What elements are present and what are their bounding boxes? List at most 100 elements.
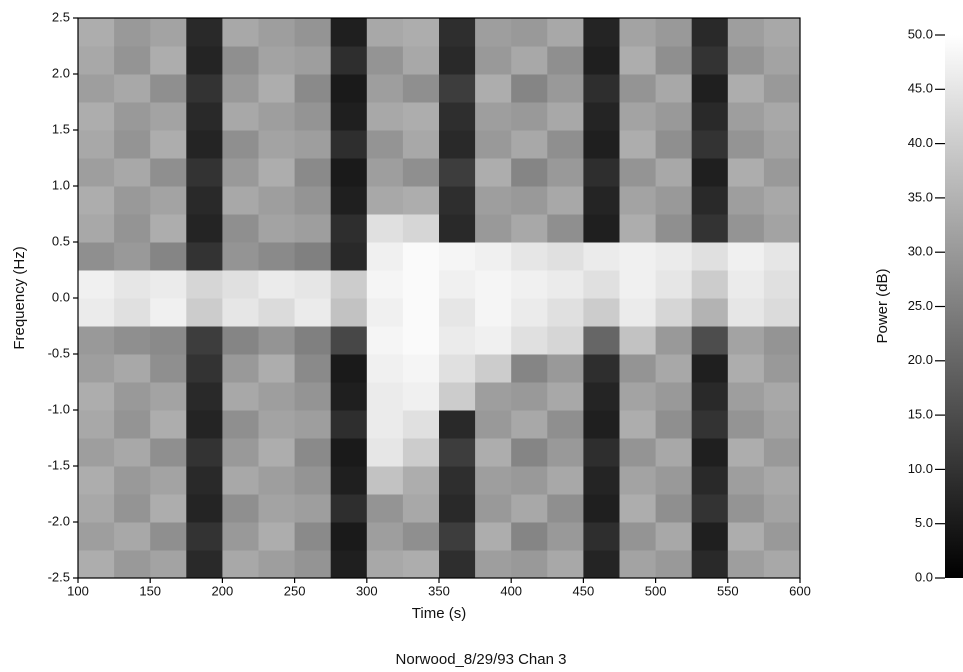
heatmap-cell [727, 522, 765, 551]
heatmap-cell [655, 438, 693, 467]
heatmap-cell [583, 298, 620, 327]
heatmap-cell [727, 214, 765, 243]
heatmap-cell [78, 438, 115, 467]
heatmap-cell [691, 466, 729, 495]
heatmap-cell [114, 270, 151, 299]
heatmap-cell [150, 102, 187, 131]
heatmap-cell [727, 46, 765, 75]
heatmap-cell [691, 130, 729, 159]
heatmap-cell [186, 102, 223, 131]
heatmap-cell [258, 74, 296, 103]
heatmap-cell [78, 326, 115, 355]
heatmap-cell [402, 130, 440, 159]
heatmap-cell [439, 186, 476, 215]
heatmap-cell [511, 466, 548, 495]
heatmap-cell [691, 494, 729, 523]
heatmap-cell [691, 270, 729, 299]
heatmap-cell [619, 46, 657, 75]
x-tick-label: 550 [717, 583, 739, 598]
heatmap-cell [114, 74, 151, 103]
heatmap-cell [655, 466, 693, 495]
heatmap-cell [619, 494, 657, 523]
heatmap-cell [619, 410, 657, 439]
heatmap-cell [727, 158, 765, 187]
heatmap-cell [475, 102, 512, 131]
heatmap-cell [114, 242, 151, 271]
heatmap-cell [763, 550, 801, 579]
heatmap-cell [258, 242, 296, 271]
heatmap-cell [475, 186, 512, 215]
heatmap-cell [547, 270, 584, 299]
heatmap-cell [366, 326, 404, 355]
heatmap-cell [114, 46, 151, 75]
heatmap-cell [222, 102, 259, 131]
y-tick-label: 0.0 [52, 289, 70, 304]
heatmap-cell [186, 326, 223, 355]
y-tick-label: -1.0 [48, 401, 70, 416]
heatmap-cell [402, 214, 440, 243]
heatmap-cell [258, 550, 296, 579]
y-axis-label: Frequency (Hz) [11, 246, 28, 349]
heatmap-cell [258, 270, 296, 299]
heatmap-cell [222, 382, 259, 411]
heatmap-cell [439, 102, 476, 131]
heatmap-cell [294, 522, 332, 551]
chart-title: Norwood_8/29/93 Chan 3 [396, 651, 567, 668]
heatmap-cell [402, 186, 440, 215]
heatmap-cell [222, 214, 259, 243]
heatmap-cell [78, 186, 115, 215]
heatmap-cell [475, 74, 512, 103]
x-tick-label: 600 [789, 583, 811, 598]
x-tick-label: 150 [139, 583, 161, 598]
heatmap-cell [547, 130, 584, 159]
heatmap-cell [78, 214, 115, 243]
heatmap-cell [222, 522, 259, 551]
heatmap-cell [655, 214, 693, 243]
heatmap-cell [655, 382, 693, 411]
heatmap-cell [763, 186, 801, 215]
heatmap-cell [619, 550, 657, 579]
heatmap-cell [547, 214, 584, 243]
heatmap-cell [583, 466, 620, 495]
heatmap-cell [222, 74, 259, 103]
heatmap-cell [222, 494, 259, 523]
heatmap-cell [439, 466, 476, 495]
heatmap-cell [475, 18, 512, 47]
heatmap-cell [294, 214, 332, 243]
heatmap-cell [439, 522, 476, 551]
heatmap-cell [619, 298, 657, 327]
heatmap-cell [655, 298, 693, 327]
heatmap-cell [258, 382, 296, 411]
heatmap-cell [511, 18, 548, 47]
colorbar-tick-label: 20.0 [908, 352, 933, 367]
heatmap-cell [366, 130, 404, 159]
heatmap-cell [294, 438, 332, 467]
heatmap-cell [547, 242, 584, 271]
heatmap-cell [691, 382, 729, 411]
heatmap-cell [402, 354, 440, 383]
heatmap-cell [222, 270, 259, 299]
y-tick-label: 2.5 [52, 9, 70, 24]
heatmap-cell [727, 438, 765, 467]
heatmap-cell [258, 438, 296, 467]
colorbar-tick-label: 40.0 [908, 135, 933, 150]
heatmap-cell [475, 298, 512, 327]
heatmap-cell [150, 522, 187, 551]
heatmap-cell [439, 46, 476, 75]
heatmap-cell [114, 354, 151, 383]
heatmap-cell [78, 102, 115, 131]
colorbar-tick-label: 5.0 [915, 515, 933, 530]
heatmap-cell [583, 130, 620, 159]
heatmap-cell [78, 130, 115, 159]
heatmap-cell [763, 522, 801, 551]
heatmap-cell [439, 382, 476, 411]
x-tick-label: 250 [284, 583, 306, 598]
heatmap-cell [150, 438, 187, 467]
y-tick-label: 1.0 [52, 177, 70, 192]
heatmap-cell [330, 158, 368, 187]
heatmap-cell [366, 242, 404, 271]
heatmap-cell [763, 214, 801, 243]
heatmap-cell [366, 382, 404, 411]
heatmap-cell [150, 410, 187, 439]
